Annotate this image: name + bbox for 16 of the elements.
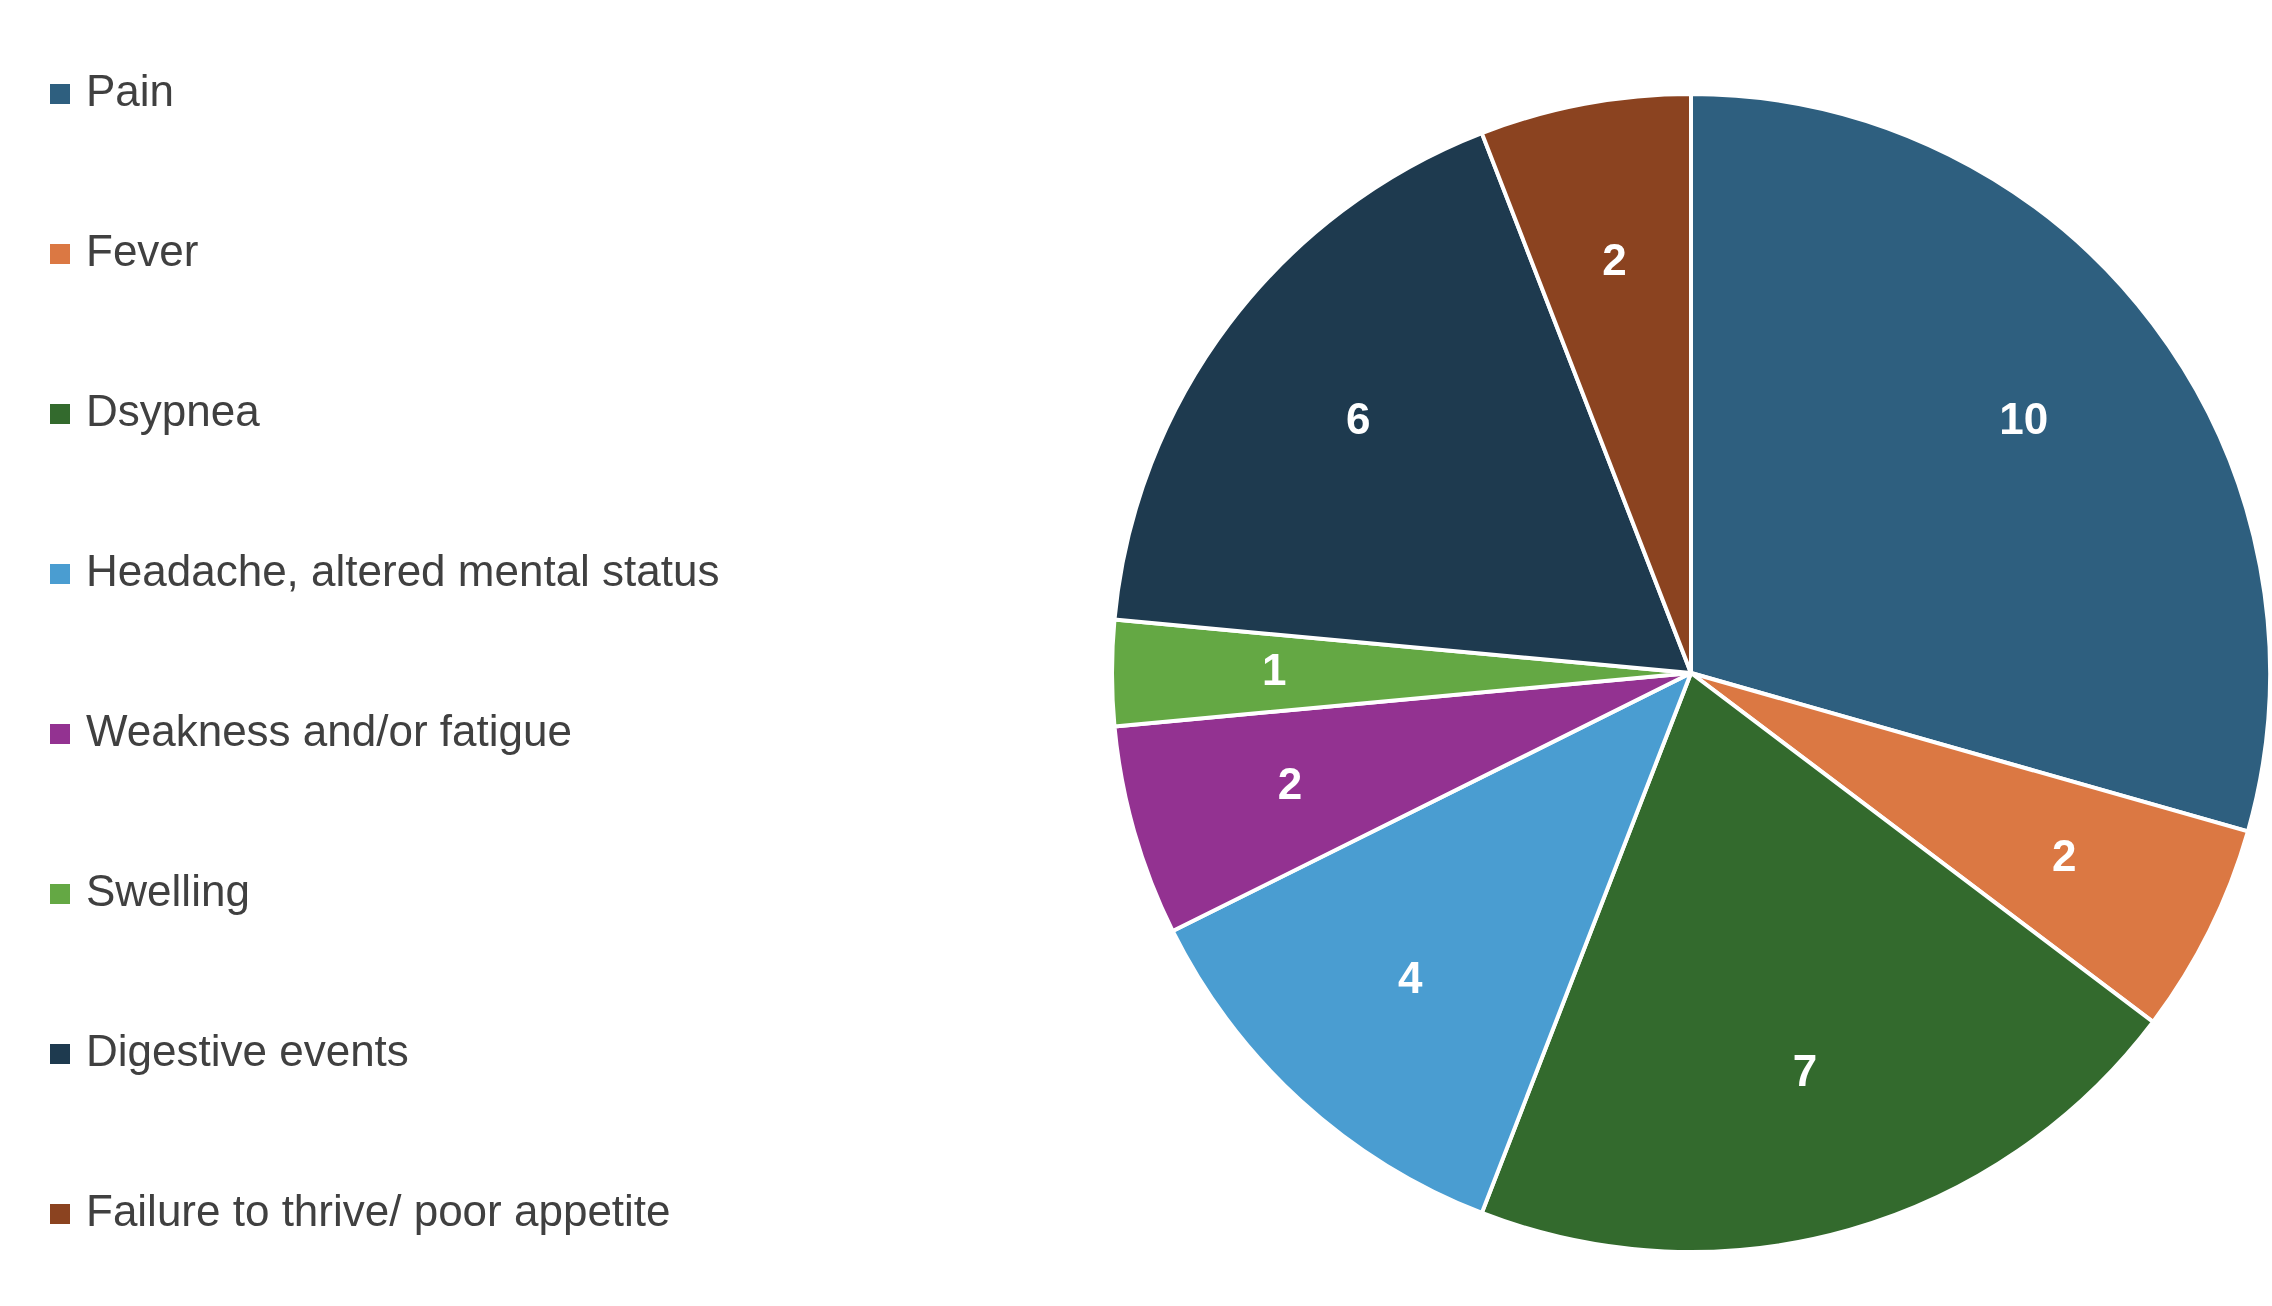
- legend-label: Pain: [86, 66, 175, 116]
- data-label: 2: [2051, 830, 2077, 880]
- data-label: 1: [1261, 645, 1287, 695]
- legend-label: Fever: [86, 226, 199, 276]
- data-label: 6: [1346, 393, 1371, 443]
- legend-label: Digestive events: [86, 1026, 409, 1076]
- data-label: 4: [1397, 953, 1423, 1003]
- data-label: 2: [1277, 759, 1303, 809]
- data-label: 7: [1792, 1046, 1818, 1096]
- legend-label: Weakness and/or fatigue: [86, 706, 572, 756]
- legend-label: Failure to thrive/ poor appetite: [86, 1186, 671, 1236]
- legend-label: Swelling: [86, 866, 250, 916]
- legend-label: Dsypnea: [86, 386, 261, 436]
- data-label: 10: [1999, 393, 2049, 443]
- legend-label: Headache, altered mental status: [86, 546, 720, 596]
- data-label: 2: [1602, 235, 1627, 285]
